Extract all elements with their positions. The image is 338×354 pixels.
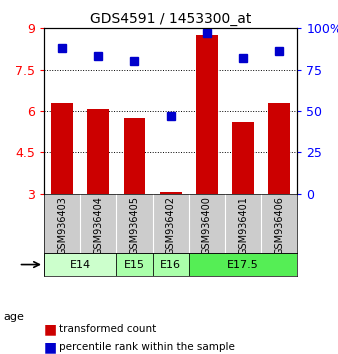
Title: GDS4591 / 1453300_at: GDS4591 / 1453300_at [90,12,251,26]
Bar [160,192,182,194]
Bar [152,253,189,276]
Text: E17.5: E17.5 [227,259,259,269]
Bar [268,103,290,194]
Text: GSM936404: GSM936404 [93,196,103,255]
Text: age: age [3,312,24,322]
Bar [51,103,73,194]
Text: GSM936403: GSM936403 [57,196,67,255]
Text: ■: ■ [44,340,57,354]
Text: GSM936405: GSM936405 [129,196,140,256]
Bar [44,253,116,276]
Text: E14: E14 [70,259,91,269]
Text: percentile rank within the sample: percentile rank within the sample [59,342,235,352]
Text: GSM936401: GSM936401 [238,196,248,255]
Bar [116,253,152,276]
Text: E16: E16 [160,259,181,269]
Text: GSM936400: GSM936400 [202,196,212,255]
Text: ■: ■ [44,322,57,336]
Bar [124,118,145,194]
Text: transformed count: transformed count [59,324,156,334]
Bar [189,253,297,276]
Bar [232,122,254,194]
Text: E15: E15 [124,259,145,269]
Bar [196,35,218,194]
Text: GSM936402: GSM936402 [166,196,176,256]
Text: GSM936406: GSM936406 [274,196,284,255]
Bar [88,109,109,194]
